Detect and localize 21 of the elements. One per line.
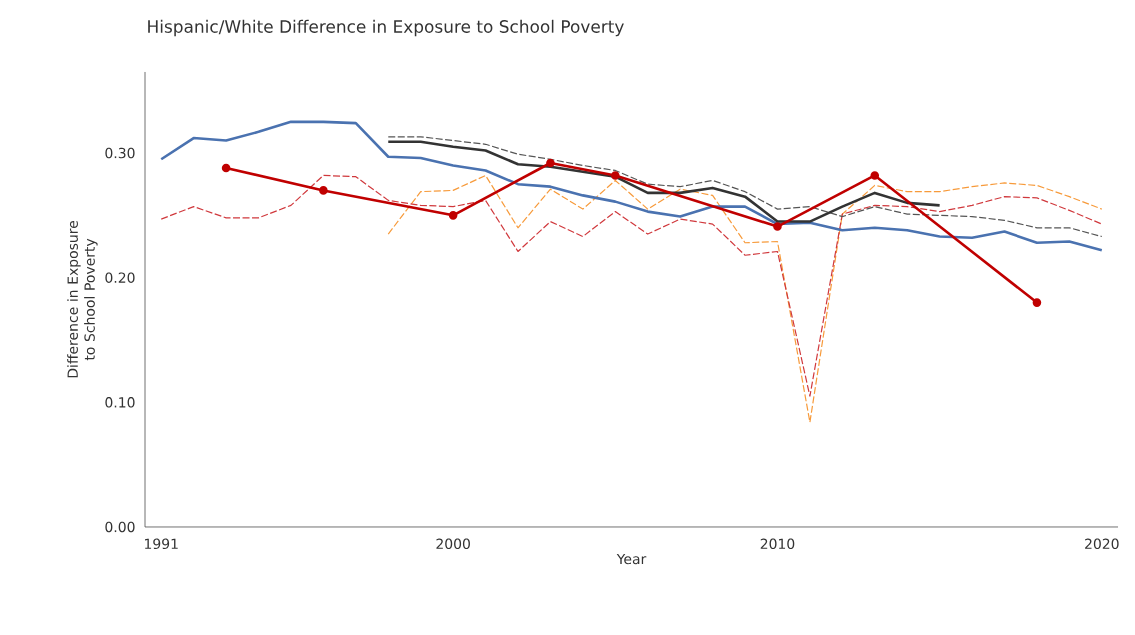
x-tick-label: 2000 bbox=[436, 538, 470, 550]
point bbox=[1032, 298, 1042, 307]
y-axis-title: Difference in Exposure to School Poverty bbox=[67, 220, 98, 378]
point bbox=[870, 171, 880, 180]
x-tick-label: 1991 bbox=[145, 538, 178, 550]
point bbox=[773, 222, 782, 231]
point bbox=[221, 163, 231, 173]
y-tick-label: 0.20 bbox=[105, 272, 135, 283]
line-series bbox=[159, 120, 1104, 252]
x-tick-label: 2020 bbox=[1085, 538, 1119, 550]
point bbox=[319, 186, 328, 195]
point bbox=[448, 211, 458, 220]
line-series bbox=[160, 174, 1103, 397]
y-tick-label: 0.10 bbox=[105, 397, 135, 408]
y-tick-label: 0.00 bbox=[105, 521, 135, 533]
chart-title: Hispanic/White Difference in Exposure to School Poverty bbox=[148, 19, 624, 37]
point bbox=[610, 171, 620, 180]
x-axis-title: Year bbox=[616, 553, 647, 565]
x-tick-label: 2010 bbox=[760, 538, 795, 550]
y-tick-label: 0.30 bbox=[105, 147, 135, 159]
point bbox=[546, 158, 555, 168]
